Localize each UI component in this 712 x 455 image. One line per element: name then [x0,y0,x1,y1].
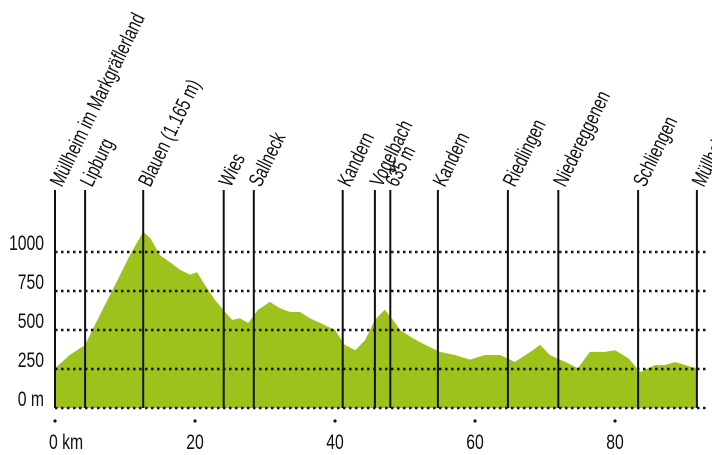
waypoint-label: Blauen (1.165 m) [133,75,205,190]
x-tick-label: 60 [466,430,484,454]
waypoint-label: Wies [213,149,249,190]
x-tick [473,419,477,423]
x-tick [53,419,57,423]
x-tick-label: 0 km [49,430,83,454]
y-tick-label: 250 [18,348,44,372]
y-tick-label: 1000 [9,231,44,255]
x-tick-label: 80 [606,430,624,454]
x-tick [613,419,617,423]
x-tick-label: 40 [326,430,344,454]
y-tick-label: 0 m [18,387,44,411]
waypoint-label: Sallneck [243,127,290,190]
x-tick-label: 20 [186,430,204,454]
elevation-area [55,231,697,408]
waypoint-label: Niedereggenen [548,87,615,190]
waypoint-label: Kandern [427,128,474,190]
waypoint-label: Riedlingen [497,115,550,190]
waypoint-label: Schliengen [628,112,682,190]
x-tick [333,419,337,423]
x-tick [193,419,197,423]
y-tick-label: 750 [18,270,44,294]
y-tick-label: 500 [18,309,44,333]
waypoint-label: Müllheim [686,125,712,190]
